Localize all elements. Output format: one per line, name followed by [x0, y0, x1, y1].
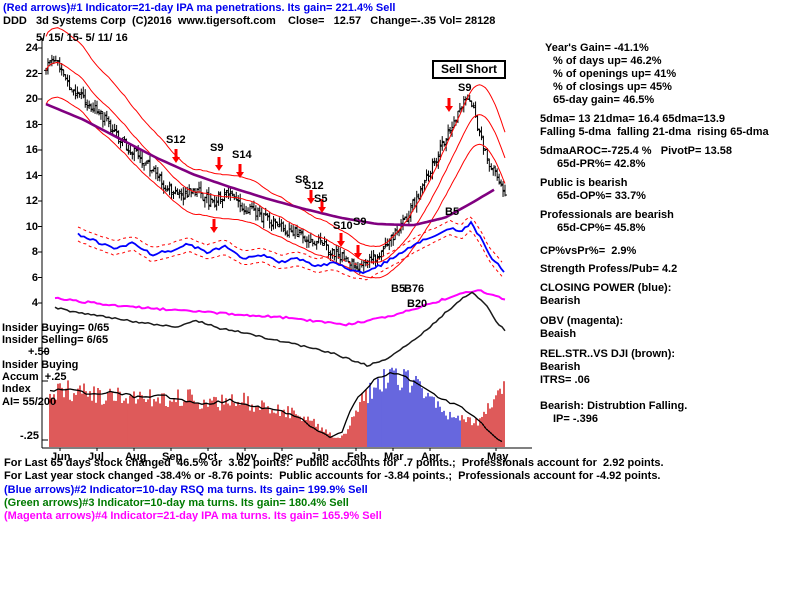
signal-label: S10 [333, 220, 353, 232]
signal-arrow-icon [337, 233, 345, 247]
signal-label: B20 [407, 298, 428, 310]
right-panel-stat-line: Public is bearish [540, 177, 628, 189]
signal-label: B76 [404, 283, 425, 295]
right-panel-stat-line: 65d-OP%= 33.7% [557, 190, 646, 202]
right-panel-stat-line: Bearish [540, 295, 581, 307]
right-panel-stat-line: 5dma= 13 21dma= 16.4 65dma=13.9 [540, 113, 725, 125]
signal-arrow-icon [236, 164, 244, 178]
y-axis-tick-label: 8 [31, 246, 38, 258]
footer-indicator-line: (Magenta arrows)#4 Indicator=21-day IPA … [4, 510, 382, 522]
y-axis-tick-label: 18 [25, 118, 38, 131]
right-panel-stat-line: Bearish [540, 361, 581, 373]
y-axis-tick-label: 6 [31, 271, 38, 284]
y-axis-tick-label: 20 [25, 93, 38, 105]
signal-label: B5 [445, 206, 460, 218]
right-panel-stat-line: REL.STR..VS DJI (brown): [540, 348, 676, 360]
right-panel-stat-line: Year's Gain= -41.1% [545, 42, 649, 54]
right-panel-stat-line: % of days up= 46.2% [553, 55, 662, 67]
x-axis-month-label: Sep [162, 451, 183, 463]
right-panel-stat-line: ITRS= .06 [540, 374, 590, 386]
x-axis-month-label: Mar [384, 451, 404, 463]
x-axis-month-label: Jun [51, 451, 71, 463]
right-panel-stat-line: IP= -.396 [553, 413, 598, 425]
x-axis-month-label: Nov [236, 451, 257, 463]
right-panel-stat-line: Strength Profess/Pub= 4.2 [540, 263, 678, 275]
right-panel-stat-line: 65d-PR%= 42.8% [557, 158, 646, 170]
signal-label: S14 [232, 149, 252, 161]
symbol-title-line: DDD 3d Systems Corp (C)2016 www.tigersof… [3, 15, 496, 27]
x-axis-month-label: Dec [273, 451, 294, 463]
right-panel-stat-line: Falling 5-dma falling 21-dma rising 65-d… [540, 126, 769, 138]
right-panel-stat-line: CP%vsPr%= 2.9% [540, 245, 637, 257]
right-panel-stat-line: Bearish: Distrubtion Falling. [540, 400, 688, 412]
right-panel-stat-line: Professionals are bearish [540, 209, 674, 221]
x-axis-month-label: Oct [199, 451, 218, 463]
signal-label: S12 [166, 134, 186, 146]
signal-arrow-icon [210, 219, 218, 233]
indicator-1-header-line: (Red arrows)#1 Indicator=21-day IPA ma p… [3, 2, 396, 14]
left-indicator-label: AI= 55/200 [2, 396, 57, 408]
signal-label: S12 [304, 180, 324, 192]
signal-label: B5 [391, 283, 406, 295]
y-axis-tick-label: 4 [31, 297, 38, 309]
y-axis-tick-label: 14 [25, 169, 38, 182]
right-panel-stat-line: 5dmaAROC=-725.4 % PivotP= 13.58 [540, 145, 732, 157]
x-axis-month-label: Feb [347, 451, 367, 463]
signal-arrow-icon [215, 157, 223, 171]
right-panel-stat-line: % of openings up= 41% [553, 68, 677, 80]
right-panel-stat-line: % of closings up= 45% [553, 81, 672, 93]
x-axis-month-label: May [487, 451, 509, 463]
left-indicator-label: Index [2, 383, 31, 395]
footer-indicator-line: For Last 65 days stock changed 46.5% or … [4, 457, 664, 469]
signal-label: S9 [458, 82, 472, 94]
x-axis-month-label: Aug [125, 451, 147, 463]
signal-label: S5 [314, 193, 328, 205]
footer-indicator-line: (Blue arrows)#2 Indicator=10-day RSQ ma … [4, 484, 368, 496]
footer-indicator-line: (Green arrows)#3 Indicator=10-day ma tur… [4, 497, 349, 509]
signal-arrow-icon [172, 149, 180, 163]
footer-indicator-line: For Last year stock changed -38.4% or -8… [4, 470, 661, 482]
left-indicator-label: -.25 [20, 430, 39, 442]
x-axis-month-label: Apr [421, 451, 440, 463]
x-axis-month-label: Jan [310, 451, 329, 463]
date-range-label: 5/ 15/ 15- 5/ 11/ 16 [36, 32, 128, 44]
left-indicator-label: Insider Selling= 6/65 [2, 334, 109, 346]
y-axis-tick-label: 24 [25, 42, 38, 54]
right-panel-stat-line: OBV (magenta): [540, 315, 624, 327]
right-panel-stat-line: CLOSING POWER (blue): [540, 282, 672, 294]
sell-short-annotation: Sell Short [432, 60, 507, 79]
y-axis-tick-label: 16 [25, 144, 38, 156]
signal-label: S8 [295, 174, 309, 186]
signal-arrow-icon [318, 199, 326, 213]
right-panel-stat-line: Beaish [540, 328, 577, 340]
right-panel-stat-line: 65-day gain= 46.5% [553, 94, 655, 106]
y-axis-tick-label: 12 [25, 195, 38, 207]
signal-arrow-icon [445, 98, 453, 112]
left-indicator-label: Insider Buying= 0/65 [2, 322, 110, 334]
left-indicator-label: +.50 [28, 346, 50, 358]
right-panel-stat-line: 65d-CP%= 45.8% [557, 222, 646, 234]
y-axis-tick-label: 22 [25, 67, 38, 80]
left-indicator-label: Accum +.25 [2, 371, 67, 383]
signal-label: S9 [353, 216, 367, 228]
x-axis-month-label: Jul [88, 451, 104, 463]
left-indicator-label: Insider Buying [2, 359, 79, 371]
signal-arrow-icon [307, 190, 315, 204]
signal-arrow-icon [354, 245, 362, 259]
signal-label: S9 [210, 142, 224, 154]
y-axis-tick-label: 10 [25, 220, 38, 233]
